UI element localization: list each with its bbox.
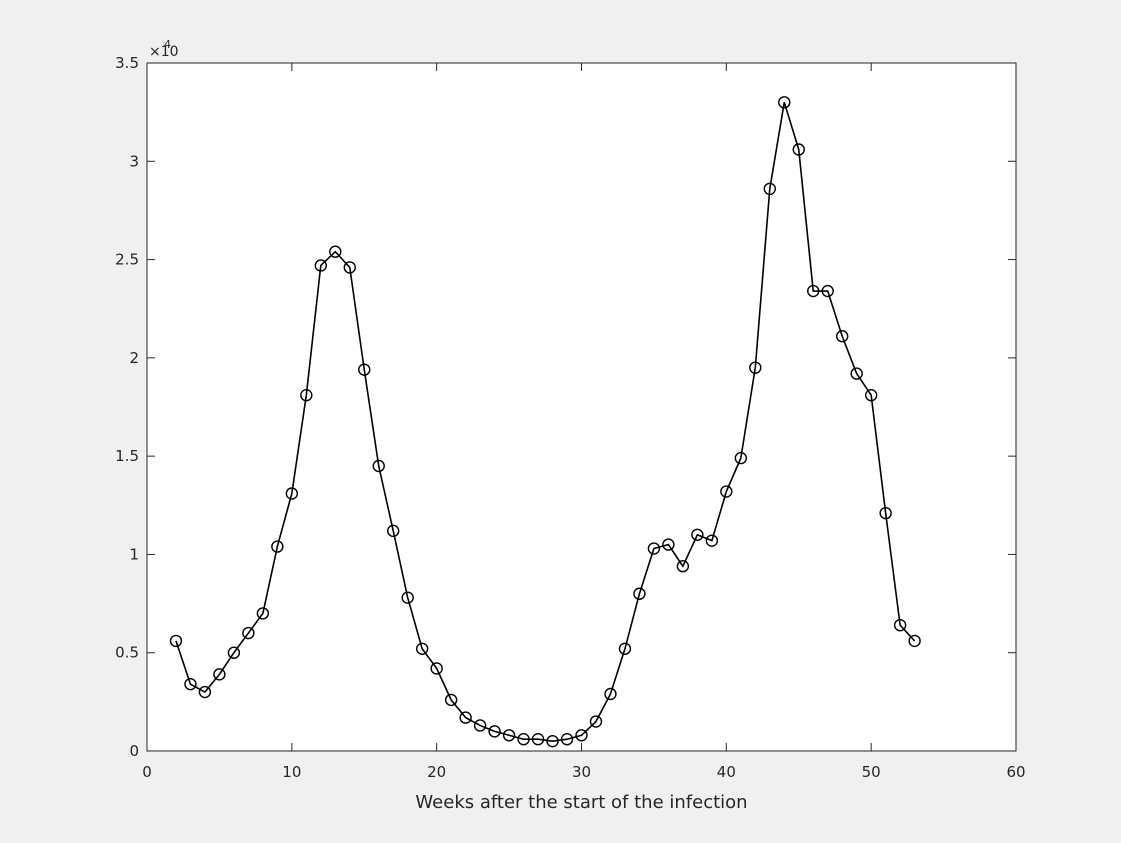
y-exponent-power: 4 <box>164 38 171 51</box>
y-tick-label: 1.5 <box>115 447 139 465</box>
x-tick-label: 30 <box>572 763 591 781</box>
y-tick-label: 2.5 <box>115 251 139 269</box>
x-tick-label: 20 <box>427 763 446 781</box>
y-tick-label: 0 <box>129 742 139 760</box>
y-tick-label: 0.5 <box>115 644 139 662</box>
y-tick-label: 3 <box>129 152 139 170</box>
x-tick-label: 0 <box>142 763 152 781</box>
x-tick-label: 50 <box>862 763 881 781</box>
x-tick-label: 60 <box>1006 763 1025 781</box>
plot-area <box>147 63 1016 751</box>
y-tick-label: 3.5 <box>115 54 139 72</box>
x-axis-label: Weeks after the start of the infection <box>415 792 747 813</box>
x-tick-label: 40 <box>717 763 736 781</box>
y-tick-label: 2 <box>129 349 139 367</box>
y-tick-label: 1 <box>129 545 139 563</box>
x-tick-label: 10 <box>282 763 301 781</box>
